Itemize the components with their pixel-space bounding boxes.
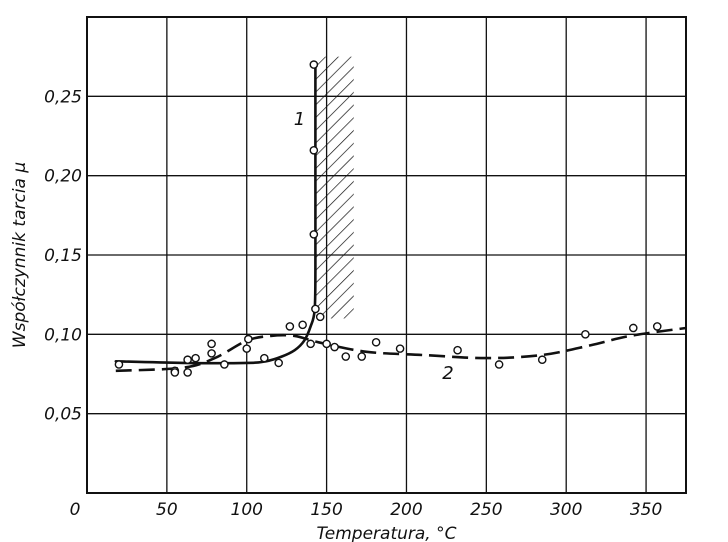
hatched-band <box>315 56 354 319</box>
series-2-point <box>652 322 662 331</box>
series-1-point <box>191 353 200 363</box>
series-1-point <box>309 230 319 239</box>
series-1-point <box>311 304 320 314</box>
series-1-point <box>260 353 269 363</box>
y-tick-label: 0,05 <box>44 405 82 425</box>
series-2-point <box>453 345 462 355</box>
series-2-point <box>170 368 180 377</box>
series-1-point <box>274 358 283 368</box>
x-tick-label: 300 <box>550 500 582 520</box>
series-2-point <box>207 349 216 358</box>
series-2-point <box>581 330 590 339</box>
series-1-line <box>114 63 317 365</box>
x-tick-label: 150 <box>310 500 342 520</box>
series-2-point <box>298 320 307 330</box>
plot-frame <box>86 16 687 494</box>
series-1-point <box>244 334 253 344</box>
series-1-point <box>220 360 229 369</box>
series-2-point <box>628 323 638 333</box>
series-2-point <box>357 352 367 361</box>
y-tick-label: 0,10 <box>44 325 82 345</box>
series-2-line <box>115 326 687 373</box>
series-2-point <box>395 344 405 353</box>
series-label-2: 2 <box>442 363 453 384</box>
grid <box>87 17 686 493</box>
series-2-point <box>330 342 339 352</box>
x-tick-label: 350 <box>630 500 662 520</box>
tick-labels: 0 50 100 150 200 250 300 350 0,05 0,10 0,15 0,20 0,2… <box>44 87 662 520</box>
series-2-point <box>322 339 331 349</box>
series-1-point <box>207 339 216 349</box>
x-tick-label: 50 <box>156 500 178 520</box>
series-2-point <box>537 355 547 365</box>
series-2-point <box>315 312 325 322</box>
y-tick-label: 0,15 <box>44 246 82 266</box>
series-2-point <box>494 360 504 369</box>
series-2-point <box>306 339 315 349</box>
series-2-point <box>183 355 192 365</box>
y-tick-label: 0,20 <box>44 167 82 187</box>
curves <box>114 63 687 373</box>
series-1-point <box>183 368 192 377</box>
series-1-point <box>309 145 319 155</box>
hatched-band-layer <box>315 56 354 319</box>
x-tick-label: 250 <box>470 500 502 520</box>
series-2-point <box>285 322 295 331</box>
series-2-point <box>242 344 252 353</box>
x-tick-label: 200 <box>390 500 422 520</box>
series-1-point <box>114 360 124 369</box>
x-tick-label: 0 <box>70 500 81 520</box>
series-1-point <box>309 60 319 69</box>
series-labels: 12 <box>294 109 454 384</box>
x-axis-title: Temperatura, °C <box>317 524 457 542</box>
series-2-point <box>371 337 381 347</box>
data-points <box>114 60 662 377</box>
x-tick-label: 100 <box>231 500 263 520</box>
y-tick-label: 0,25 <box>44 87 82 107</box>
y-axis-title: Współczynnik tarcia μ <box>10 162 30 349</box>
series-2-point <box>341 352 351 361</box>
series-label-1: 1 <box>294 109 305 130</box>
